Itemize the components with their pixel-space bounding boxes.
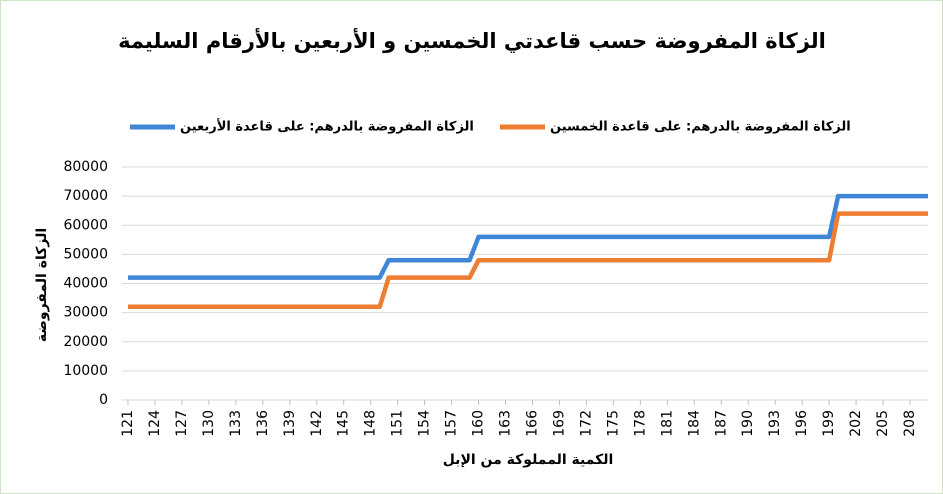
x-tick-label: 199 (821, 410, 837, 437)
x-tick-label: 148 (363, 410, 379, 437)
x-tick-label: 208 (902, 410, 918, 437)
line-series (128, 211, 928, 310)
x-tick-label: 160 (471, 410, 487, 437)
y-tick-label: 10000 (63, 363, 108, 379)
x-tick-label: 133 (228, 410, 244, 437)
x-tick-label: 154 (417, 410, 433, 437)
x-tick-label: 166 (524, 410, 540, 437)
chart-title: الزكاة المفروضة حسب قاعدتي الخمسين و الأ… (118, 27, 826, 53)
x-tick-label: 202 (848, 410, 864, 437)
y-tick-label: 50000 (63, 246, 108, 262)
x-tick-label: 124 (147, 410, 163, 437)
x-tick-label: 169 (551, 410, 567, 437)
y-axis-label: الزكاة المفروضة (34, 228, 50, 342)
y-tick-label: 40000 (63, 276, 108, 292)
x-tick-label: 151 (390, 410, 406, 437)
x-tick-label: 193 (767, 410, 783, 437)
x-tick-label: 139 (282, 410, 298, 437)
x-tick-label: 127 (174, 410, 190, 437)
x-tick-label: 190 (740, 410, 756, 437)
x-tick-label: 145 (336, 410, 352, 437)
y-tick-label: 0 (99, 392, 108, 408)
y-tick-label: 20000 (63, 334, 108, 350)
line-series (128, 193, 928, 280)
legend-label: الزكاة المفروضة بالدرهم: على قاعدة الأرب… (180, 118, 474, 135)
x-tick-label: 205 (875, 410, 891, 437)
x-tick-label: 187 (713, 410, 729, 437)
x-tick-label: 184 (686, 410, 702, 437)
legend-label: الزكاة المفروضة بالدرهم: على قاعدة الخمس… (550, 120, 851, 135)
x-tick-label: 175 (605, 410, 621, 437)
x-tick-label: 136 (255, 410, 271, 437)
y-tick-label: 30000 (63, 305, 108, 321)
x-tick-label: 157 (444, 410, 460, 437)
x-tick-label: 181 (659, 410, 675, 437)
y-tick-label: 80000 (63, 159, 108, 175)
x-tick-label: 130 (201, 410, 217, 437)
x-tick-label: 142 (309, 410, 325, 437)
x-tick-label: 172 (578, 410, 594, 437)
x-tick-label: 178 (632, 410, 648, 437)
x-axis-label: الكمية المملوكة من الإبل (443, 452, 614, 468)
x-tick-label: 163 (498, 410, 514, 437)
y-tick-label: 70000 (63, 188, 108, 204)
y-tick-label: 60000 (63, 217, 108, 233)
x-tick-label: 196 (794, 410, 810, 437)
x-tick-label: 121 (120, 410, 136, 437)
